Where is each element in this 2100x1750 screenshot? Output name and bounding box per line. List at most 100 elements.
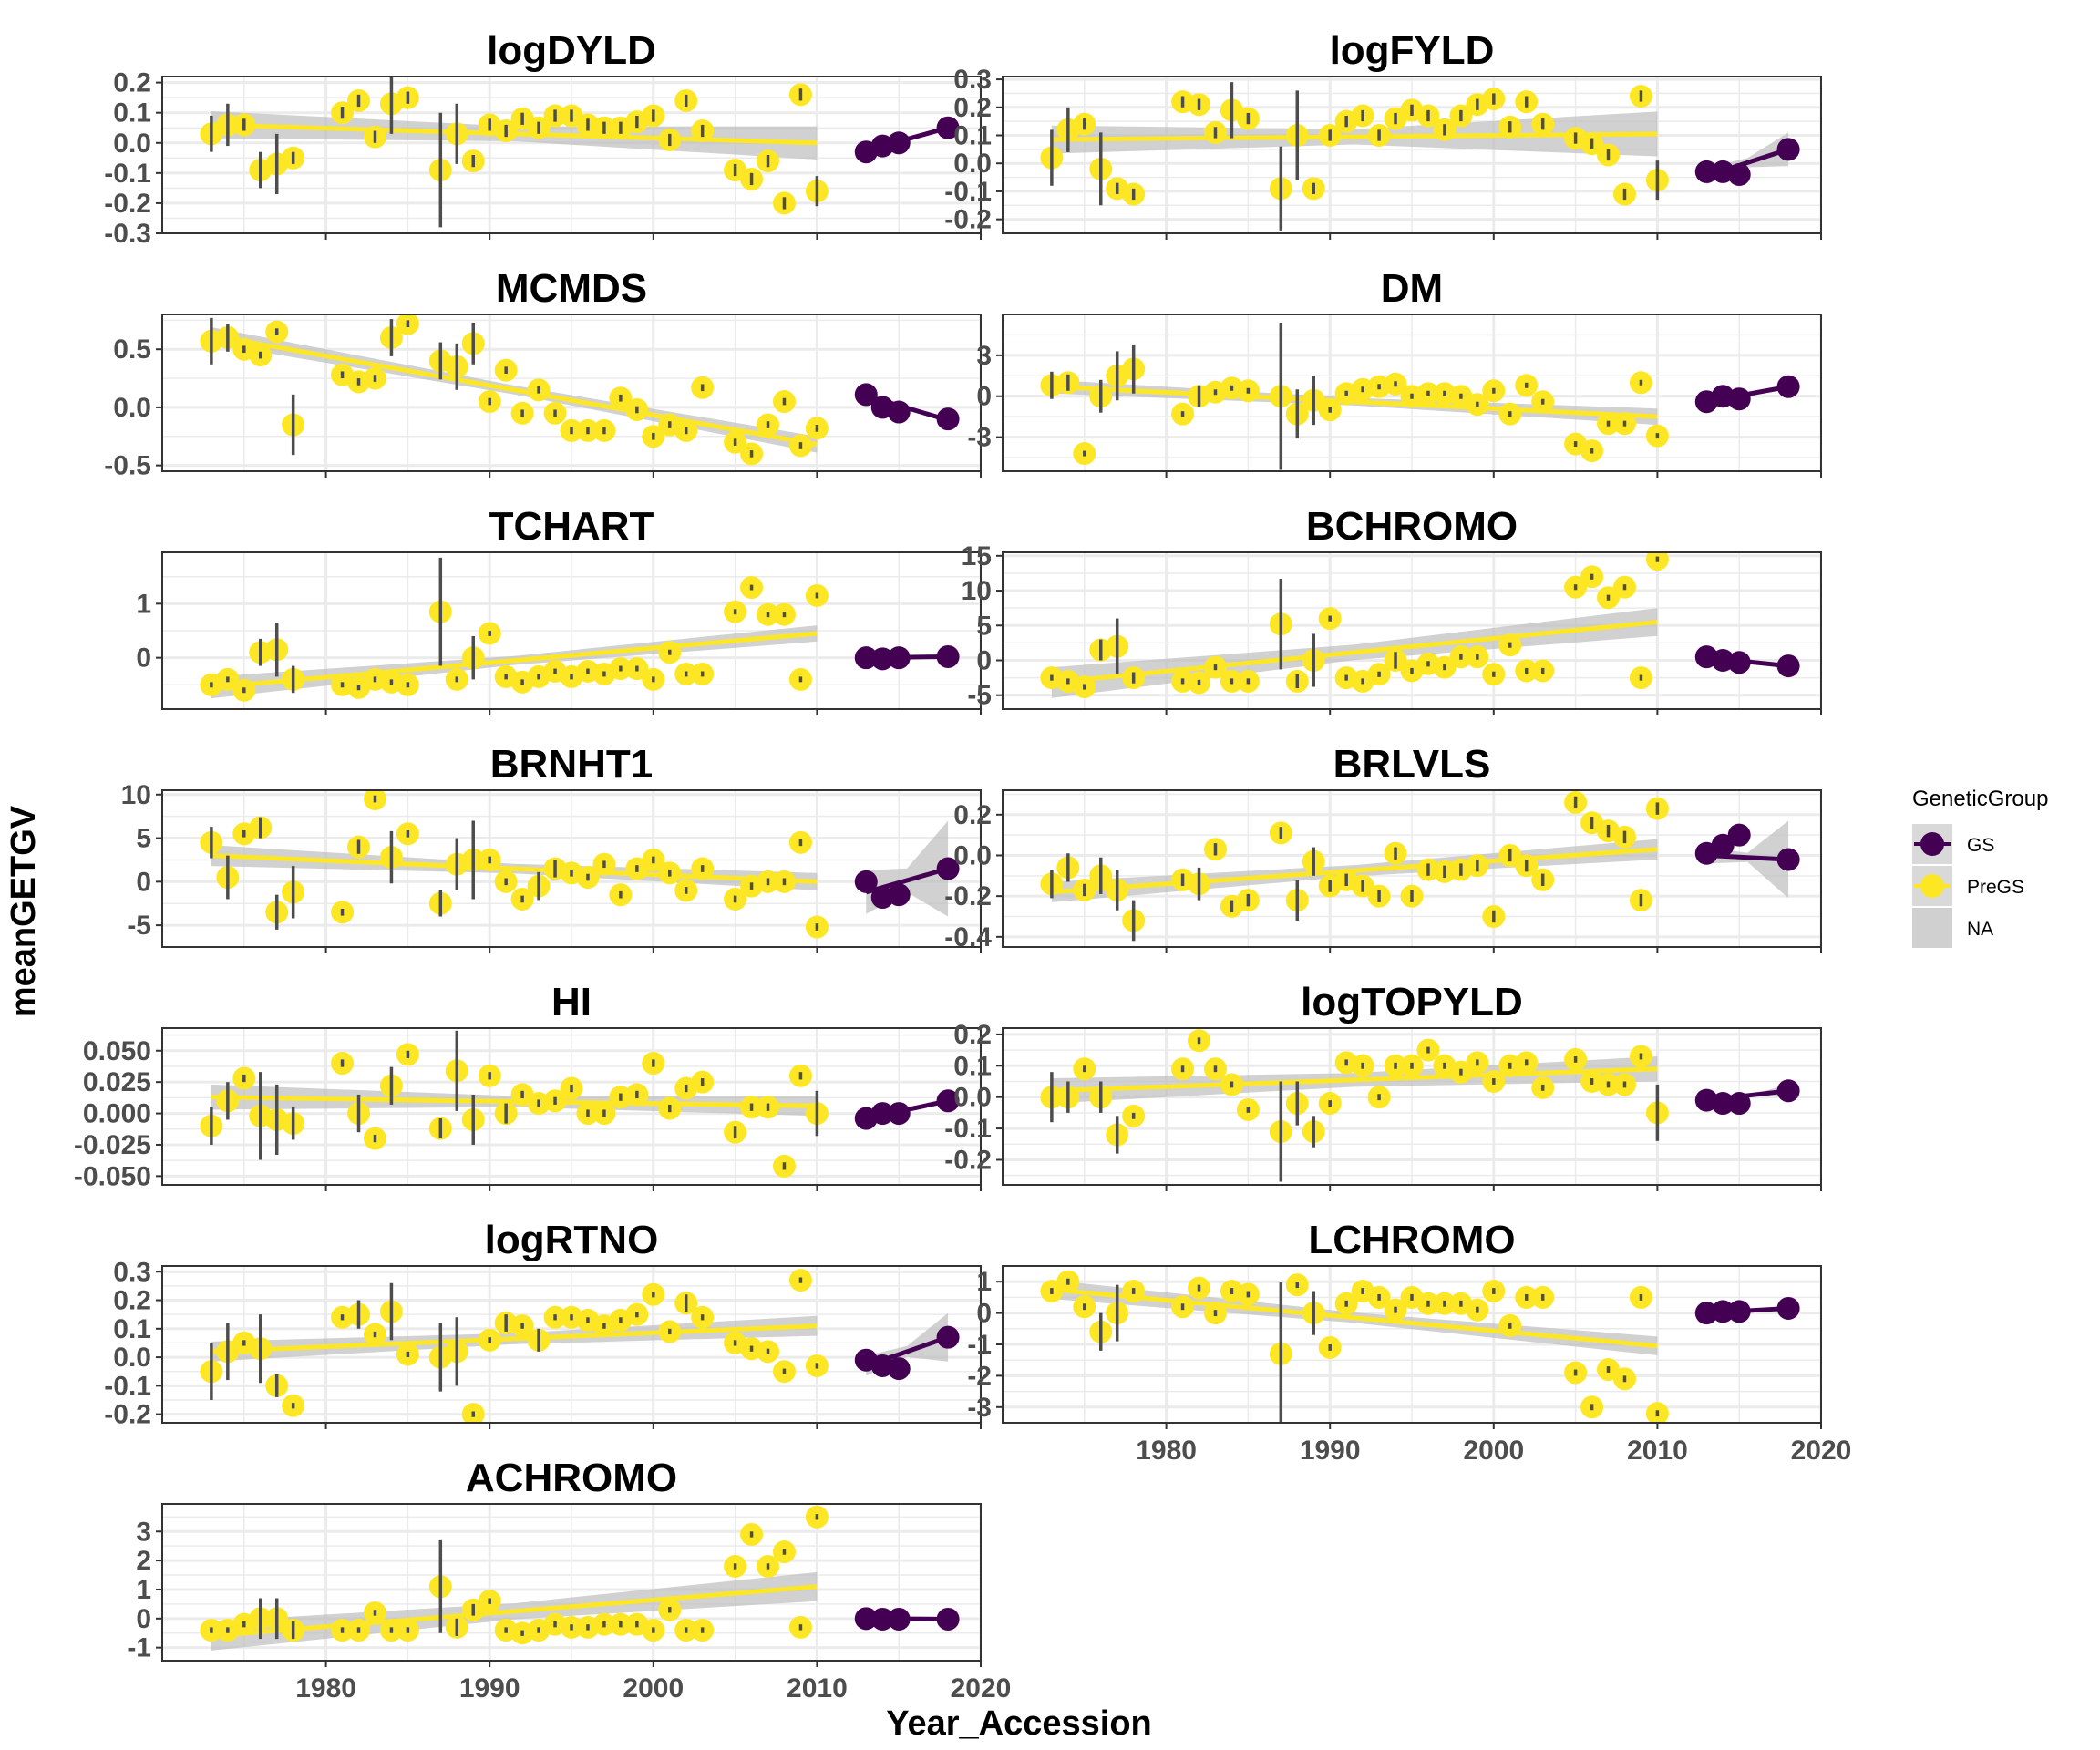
panel-border-logtopyld	[1002, 1027, 1822, 1186]
panel-data-lchromo	[1040, 1270, 1800, 1423]
y-tick-label: -0.3	[104, 219, 151, 249]
y-tick-label: 0	[136, 867, 151, 897]
y-tick-label: -0.1	[944, 177, 992, 207]
gs-point	[887, 400, 911, 424]
y-tick-label: -1	[967, 1330, 992, 1360]
gs-point	[936, 116, 960, 139]
panel-logfyld: logFYLD -0.2-0.10.00.10.20.3	[944, 28, 1822, 240]
panel-title-mcmds: MCMDS	[496, 266, 647, 311]
gs-point	[887, 1357, 911, 1381]
pregs-trend-line	[1051, 131, 1658, 142]
panel-border-hi	[161, 1027, 982, 1186]
gs-point	[1694, 1302, 1718, 1325]
gs-point	[870, 1102, 894, 1126]
pregs-trend-line	[211, 853, 818, 884]
panel-title-logdyld: logDYLD	[487, 28, 656, 73]
y-tick-label: 0	[976, 1299, 992, 1329]
pregs-trend-line	[1051, 1287, 1658, 1349]
y-tick-label: -3	[967, 423, 992, 453]
panel-title-logfyld: logFYLD	[1330, 28, 1495, 73]
y-tick-label: 5	[136, 824, 151, 854]
gs-point	[1711, 833, 1735, 857]
y-tick-label: -0.4	[944, 922, 992, 952]
gs-point	[1776, 138, 1800, 161]
panel-border-brlvls	[1002, 789, 1822, 948]
panel-title-tchart: TCHART	[489, 504, 654, 549]
x-tick-label: 2010	[1627, 1436, 1688, 1466]
y-tick-label: 0.0	[953, 149, 992, 179]
y-tick-label: 0.2	[953, 800, 992, 830]
panel-border-logrtno	[161, 1265, 982, 1424]
y-tick-label: -0.025	[74, 1130, 151, 1160]
y-tick-label: 0.0	[953, 840, 992, 870]
y-tick-label: 2	[136, 1546, 151, 1576]
y-tick-label: 0.1	[953, 1051, 992, 1081]
panel-title-brlvls: BRLVLS	[1333, 742, 1491, 787]
x-tick-label: 1980	[295, 1673, 356, 1704]
panel-border-logfyld	[1002, 76, 1822, 234]
gs-point	[870, 647, 894, 671]
panel-brlvls: BRLVLS -0.4 -0.2 0.0 0.2	[944, 742, 1822, 953]
gs-point	[936, 1607, 960, 1631]
y-tick-label: -5	[967, 681, 992, 711]
gs-point	[854, 646, 878, 670]
gs-point	[1776, 375, 1800, 398]
y-tick-label: 15	[962, 541, 992, 571]
panel-brnht1: BRNHT1 -5 0 5 10	[121, 742, 982, 953]
panel-border-achromo	[161, 1503, 982, 1662]
gs-point	[936, 644, 960, 668]
y-tick-label: 1	[136, 1575, 151, 1605]
pregs-trend-line	[1051, 847, 1658, 895]
gs-point	[936, 1089, 960, 1113]
pregs-trend-line	[211, 1584, 818, 1639]
gs-point	[854, 1607, 878, 1631]
panel-border-bchromo	[1002, 551, 1822, 710]
y-tick-label: 1	[136, 589, 151, 619]
gs-point	[1694, 160, 1718, 183]
x-tick-label: 2020	[951, 1673, 1012, 1704]
x-tick-label: 1990	[1300, 1436, 1361, 1466]
pregs-trend-line	[211, 1323, 818, 1354]
y-tick-label: -0.2	[944, 881, 992, 911]
gs-point	[1727, 1300, 1751, 1323]
gs-point	[1727, 823, 1751, 847]
y-tick-label: 0.0	[113, 129, 151, 159]
gs-point	[1776, 1079, 1800, 1103]
gs-point	[887, 1607, 911, 1631]
panel-data-mcmds	[200, 314, 960, 466]
y-tick-label: -0.1	[944, 1114, 992, 1144]
panels-group: logDYLD-0.3-0.2-0.10.00.10.2logFYLD-0.2-…	[74, 28, 1851, 1704]
y-tick-label: -0.050	[74, 1161, 151, 1191]
y-tick-label: -0.1	[104, 159, 151, 189]
panel-data-dm	[1040, 322, 1800, 470]
panel-bchromo: BCHROMO -5 0 5 10 15	[962, 504, 1822, 715]
legend-title: GeneticGroup	[1912, 787, 2048, 811]
panel-data-logtopyld	[1040, 1029, 1800, 1182]
panel-grid-lchromo	[1003, 1266, 1821, 1423]
panel-border-dm	[1002, 314, 1822, 472]
panel-tchart: TCHART 0 1	[136, 504, 982, 715]
gs-point	[936, 857, 960, 880]
pregs-trend-line	[211, 333, 818, 448]
y-axis-title: meanGETGV	[5, 805, 43, 1017]
y-tick-label: 0	[136, 1604, 151, 1634]
y-tick-label: -0.2	[104, 189, 151, 219]
panel-title-lchromo: LCHROMO	[1308, 1218, 1515, 1262]
gs-point	[1776, 654, 1800, 678]
y-tick-label: 0.0	[113, 1343, 151, 1373]
pregs-trend-line	[211, 631, 818, 690]
gs-point	[1711, 1300, 1735, 1323]
gs-point	[936, 1325, 960, 1349]
panel-mcmds: MCMDS -0.5 0.0 0.5	[104, 266, 982, 481]
pregs-trend-line	[1051, 619, 1658, 685]
gs-point	[1727, 1092, 1751, 1116]
panel-data-logdyld	[200, 77, 960, 228]
x-tick-label: 2000	[623, 1673, 684, 1704]
y-tick-label: 0.1	[113, 1314, 151, 1344]
panel-title-dm: DM	[1381, 266, 1443, 311]
panel-data-brnht1	[200, 790, 960, 939]
y-tick-label: 0.000	[83, 1099, 151, 1129]
panel-data-tchart	[200, 557, 960, 702]
panel-dm: DM -3 0 3	[967, 266, 1822, 478]
y-tick-label: -0.2	[944, 1145, 992, 1175]
